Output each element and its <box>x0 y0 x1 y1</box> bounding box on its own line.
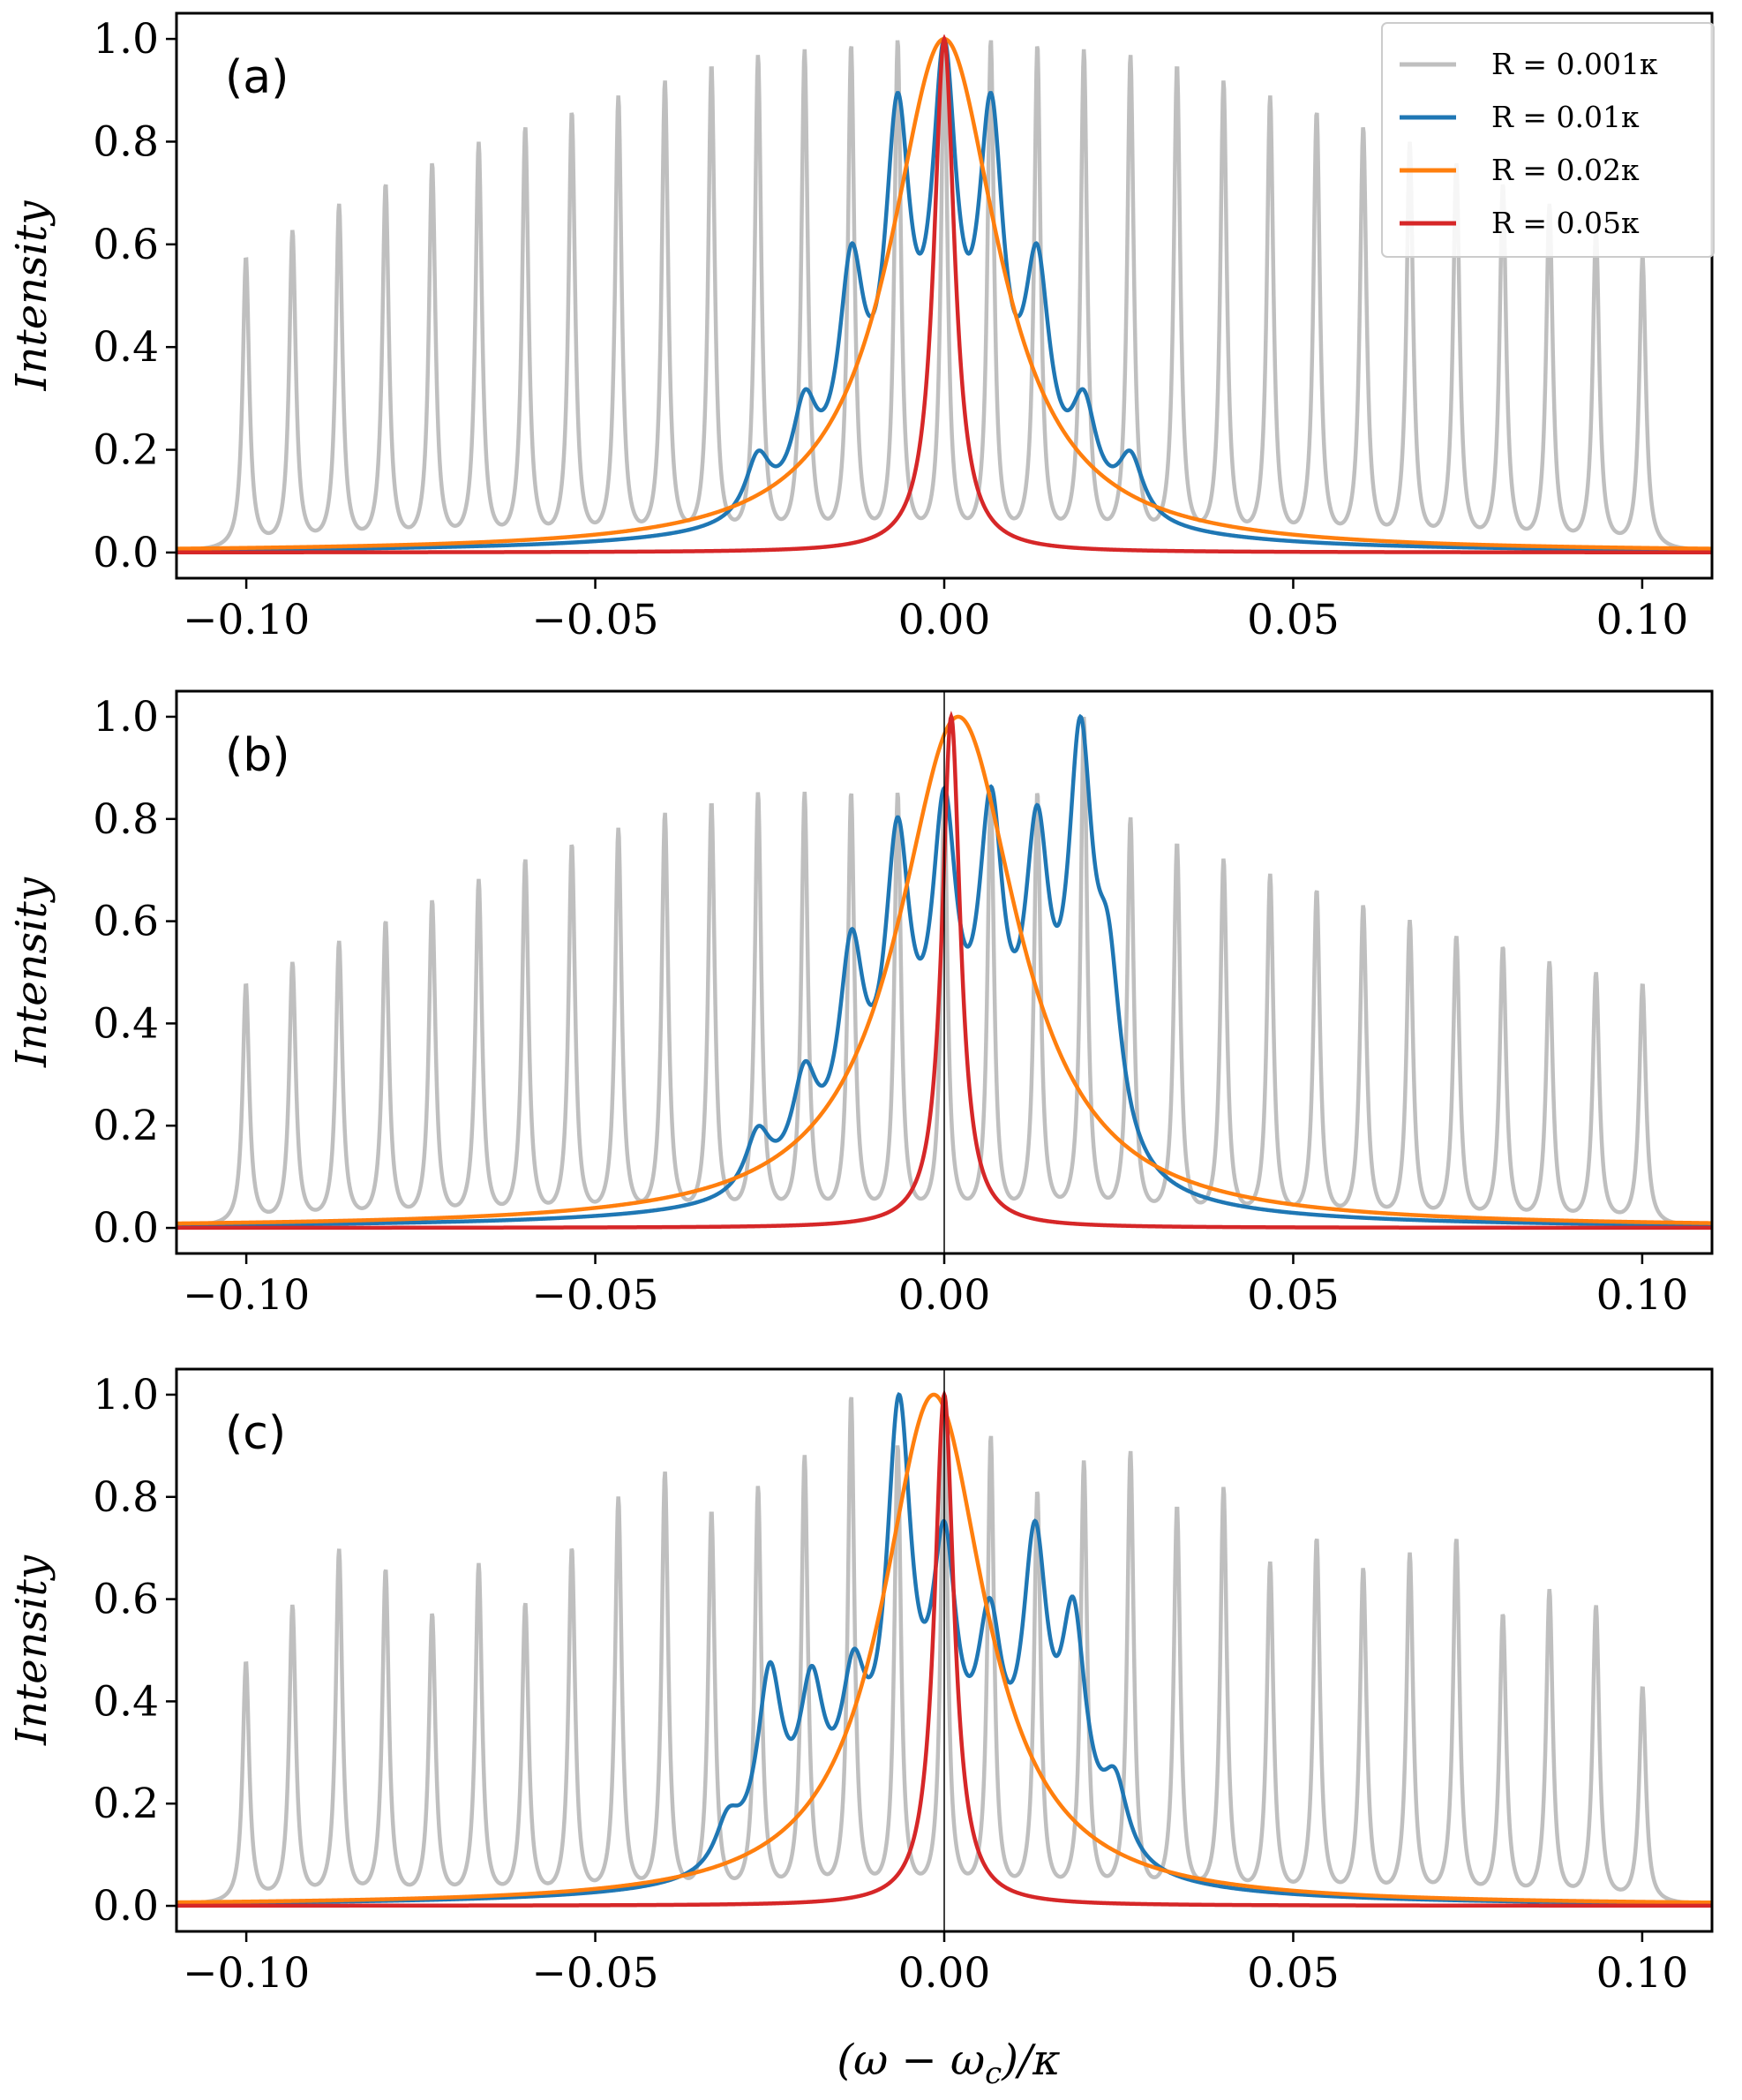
x-tick-label: 0.00 <box>898 596 991 644</box>
legend-label-0: R = 0.001κ <box>1491 47 1658 81</box>
legend-label-1: R = 0.01κ <box>1491 100 1640 134</box>
x-tick-label: 0.00 <box>898 1949 991 1998</box>
x-axis-label: (ω − ωc)/κ <box>837 2036 1060 2091</box>
panel-a: −0.10 −0.05 0.00 0.05 0.10 0.0 0.2 0.4 0.6 0.8 1.0… <box>7 11 1714 644</box>
y-tick-label: 1.0 <box>93 1371 159 1419</box>
x-tick-label: 0.05 <box>1247 1271 1340 1320</box>
x-axis-label-tail: )/κ <box>1001 2036 1060 2085</box>
x-tick-label: −0.10 <box>183 596 310 644</box>
y-tick-label: 0.0 <box>93 1882 159 1931</box>
y-tick-label: 0.0 <box>93 529 159 577</box>
y-tick-label: 1.0 <box>93 693 159 741</box>
y-tick-label: 0.6 <box>93 898 159 946</box>
y-tick-label: 1.0 <box>93 15 159 64</box>
x-axis-label-sub: c <box>985 2056 1002 2091</box>
y-tick-label: 0.0 <box>93 1204 159 1253</box>
panel-b: −0.10 −0.05 0.00 0.05 0.10 0.0 0.2 0.4 0.6 0.8 1.0… <box>7 689 1714 1320</box>
series-r-0.05 <box>176 34 1712 554</box>
y-tick-label: 0.8 <box>93 1473 159 1522</box>
legend-label-3: R = 0.05κ <box>1491 206 1640 240</box>
y-tick-label: 0.4 <box>93 323 159 372</box>
x-tick-label: 0.10 <box>1596 1949 1689 1998</box>
x-tick-label: 0.10 <box>1596 596 1689 644</box>
legend-label-2: R = 0.02κ <box>1491 153 1640 187</box>
x-tick-label: −0.05 <box>532 1271 659 1320</box>
x-tick-label: 0.10 <box>1596 1271 1689 1320</box>
y-tick-label: 0.4 <box>93 999 159 1048</box>
plot-area <box>176 691 1712 1253</box>
x-tick-label: −0.05 <box>532 1949 659 1998</box>
x-tick-label: 0.05 <box>1247 596 1340 644</box>
y-axis-label: Intensity <box>7 1554 56 1746</box>
panel-label: (b) <box>225 729 290 782</box>
y-tick-label: 0.4 <box>93 1677 159 1726</box>
legend: R = 0.001κ R = 0.01κ R = 0.02κ R = 0.05κ <box>1381 22 1715 258</box>
y-tick-label: 0.6 <box>93 221 159 269</box>
legend-box <box>1381 22 1715 258</box>
x-tick-label: 0.05 <box>1247 1949 1340 1998</box>
panel-label: (a) <box>225 51 289 104</box>
plot-area <box>176 1369 1712 1931</box>
x-tick-label: −0.10 <box>183 1949 310 1998</box>
panel-c: −0.10 −0.05 0.00 0.05 0.10 0.0 0.2 0.4 0.6 0.8 1.0… <box>7 1367 1714 1998</box>
y-tick-label: 0.8 <box>93 795 159 844</box>
y-tick-label: 0.6 <box>93 1576 159 1624</box>
x-tick-label: −0.10 <box>183 1271 310 1320</box>
x-tick-label: 0.00 <box>898 1271 991 1320</box>
panels: −0.10 −0.05 0.00 0.05 0.10 0.0 0.2 0.4 0.6 0.8 1.0… <box>7 11 1714 1998</box>
y-tick-label: 0.2 <box>93 1780 159 1828</box>
y-axis-label: Intensity <box>7 200 56 392</box>
x-tick-label: −0.05 <box>532 596 659 644</box>
y-tick-label: 0.2 <box>93 426 159 475</box>
y-tick-label: 0.2 <box>93 1102 159 1150</box>
y-axis-label: Intensity <box>7 877 56 1068</box>
y-tick-label: 0.8 <box>93 117 159 166</box>
panel-label: (c) <box>225 1407 286 1460</box>
